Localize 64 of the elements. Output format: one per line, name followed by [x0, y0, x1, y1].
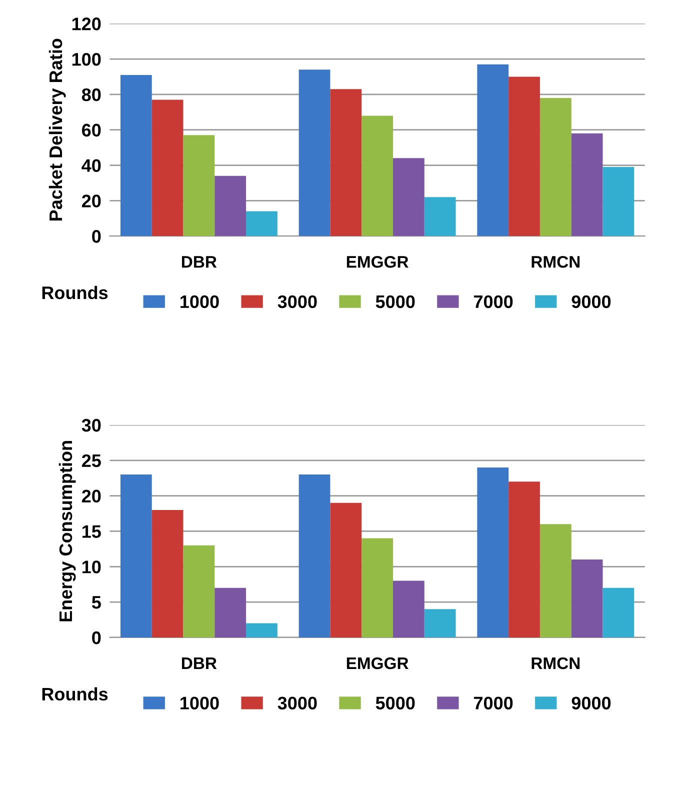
bar — [362, 538, 393, 638]
y-tick-label: 30 — [82, 418, 101, 432]
bar — [120, 74, 152, 236]
bar — [183, 545, 215, 638]
y-tick-label: 25 — [82, 454, 101, 468]
y-tick-label: 120 — [72, 18, 101, 30]
bar — [392, 158, 424, 236]
bar — [424, 609, 456, 638]
bar — [540, 524, 572, 638]
bar — [540, 98, 572, 236]
bar — [152, 100, 184, 236]
legend-label: 7000 — [474, 696, 513, 710]
bar — [508, 482, 540, 638]
bar — [183, 135, 215, 236]
y-tick-label: 0 — [92, 631, 101, 644]
y-tick-label: 80 — [82, 88, 101, 102]
y-tick-label: 5 — [92, 596, 101, 609]
y-axis-title: Energy Consumption — [58, 441, 76, 622]
x-tick-label: RMCN — [532, 256, 580, 268]
bar — [477, 64, 509, 236]
x-tick-label: DBR — [182, 256, 217, 268]
legend-label: 5000 — [376, 696, 415, 710]
bar — [362, 116, 393, 236]
legend-label: 5000 — [376, 295, 415, 308]
bar — [508, 76, 540, 236]
legend-label: 1000 — [180, 696, 219, 710]
bar — [214, 588, 246, 638]
bar — [330, 89, 362, 236]
x-tick-label: EMGGR — [346, 256, 408, 268]
x-tick-label: EMGGR — [346, 657, 408, 670]
bar — [298, 70, 330, 236]
bar — [214, 176, 246, 236]
legend-label: 7000 — [474, 295, 513, 308]
bar — [120, 474, 152, 638]
legend-label: 1000 — [180, 295, 219, 308]
bar — [298, 474, 330, 638]
legend-title: Rounds — [42, 687, 108, 701]
y-tick-label: 0 — [92, 230, 101, 243]
legend-label: 9000 — [572, 696, 611, 710]
bar — [152, 510, 184, 638]
y-tick-label: 40 — [82, 159, 101, 172]
y-tick-label: 100 — [72, 52, 101, 66]
bar — [246, 211, 278, 236]
x-tick-label: RMCN — [532, 657, 580, 670]
bar — [602, 167, 634, 236]
y-tick-label: 20 — [82, 194, 101, 208]
y-axis-title: Packet Delivery Ratio — [48, 38, 66, 220]
legend-title: Rounds — [42, 286, 108, 300]
y-tick-label: 60 — [82, 124, 101, 137]
bar — [424, 197, 456, 236]
y-tick-label: 15 — [82, 525, 101, 538]
bar — [392, 580, 424, 638]
bar — [571, 133, 603, 236]
bar — [246, 623, 278, 638]
legend-label: 3000 — [278, 696, 317, 710]
legend-label: 9000 — [572, 295, 611, 308]
bar — [602, 588, 634, 638]
legend-label: 3000 — [278, 295, 317, 308]
bar — [571, 560, 603, 638]
y-tick-label: 20 — [82, 490, 101, 503]
bar — [330, 502, 362, 638]
y-tick-label: 10 — [82, 560, 101, 574]
bar — [477, 467, 509, 638]
x-tick-label: DBR — [182, 658, 217, 669]
